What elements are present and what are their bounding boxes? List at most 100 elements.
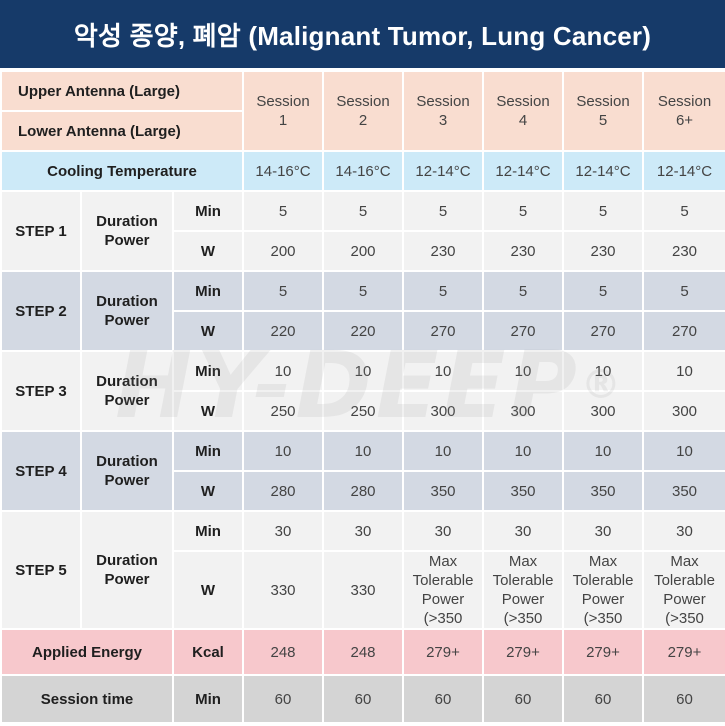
step-w-value: 270 — [642, 310, 725, 352]
session-header-5: Session 5 — [562, 70, 644, 152]
step-min-value: 10 — [562, 430, 644, 472]
lower-antenna-label: Lower Antenna (Large) — [0, 110, 244, 152]
energy-value: 279+ — [482, 628, 564, 676]
duration-power-label: Duration Power — [80, 190, 174, 272]
step-min-value: 10 — [322, 430, 404, 472]
session-header-1: Session 1 — [242, 70, 324, 152]
unit-min: Min — [172, 270, 244, 312]
step-w-value: 330 — [242, 550, 324, 630]
max-tolerable-power: Max Tolerable Power (>350 — [482, 550, 564, 630]
step-min-value: 10 — [402, 350, 484, 392]
duration-power-label: Duration Power — [80, 430, 174, 512]
unit-min: Min — [172, 190, 244, 232]
session-time-value: 60 — [482, 674, 564, 724]
step-w-value: 350 — [562, 470, 644, 512]
cooling-temperature-label: Cooling Temperature — [0, 150, 244, 192]
step-w-value: 280 — [322, 470, 404, 512]
session-time-value: 60 — [642, 674, 725, 724]
cooling-value: 12-14°C — [642, 150, 725, 192]
unit-min: Min — [172, 350, 244, 392]
step-w-value: 300 — [402, 390, 484, 432]
unit-w: W — [172, 550, 244, 630]
step-min-value: 5 — [562, 190, 644, 232]
step-w-value: 250 — [242, 390, 324, 432]
step-min-value: 5 — [322, 270, 404, 312]
energy-value: 279+ — [642, 628, 725, 676]
step-w-value: 270 — [402, 310, 484, 352]
step-w-value: 220 — [242, 310, 324, 352]
step-min-value: 5 — [482, 270, 564, 312]
duration-power-label: Duration Power — [80, 350, 174, 432]
step-w-value: 230 — [402, 230, 484, 272]
step-min-value: 30 — [242, 510, 324, 552]
unit-w: W — [172, 470, 244, 512]
energy-value: 248 — [242, 628, 324, 676]
step-label: STEP 4 — [0, 430, 82, 512]
step-min-value: 10 — [482, 350, 564, 392]
step-w-value: 350 — [642, 470, 725, 512]
max-tolerable-power: Max Tolerable Power (>350 — [562, 550, 644, 630]
cooling-value: 12-14°C — [562, 150, 644, 192]
step-w-value: 300 — [642, 390, 725, 432]
step-min-value: 5 — [402, 270, 484, 312]
session-header-4: Session 4 — [482, 70, 564, 152]
step-min-value: 5 — [642, 270, 725, 312]
step-min-value: 30 — [562, 510, 644, 552]
step-label: STEP 3 — [0, 350, 82, 432]
energy-value: 248 — [322, 628, 404, 676]
step-min-value: 10 — [242, 430, 324, 472]
cooling-value: 12-14°C — [482, 150, 564, 192]
duration-power-label: Duration Power — [80, 270, 174, 352]
step-w-value: 230 — [642, 230, 725, 272]
step-w-value: 350 — [402, 470, 484, 512]
step-min-value: 30 — [642, 510, 725, 552]
applied-energy-label: Applied Energy — [0, 628, 174, 676]
step-min-value: 5 — [562, 270, 644, 312]
step-label: STEP 2 — [0, 270, 82, 352]
step-min-value: 10 — [642, 430, 725, 472]
step-w-value: 350 — [482, 470, 564, 512]
step-min-value: 5 — [242, 270, 324, 312]
max-tolerable-power: Max Tolerable Power (>350 — [402, 550, 484, 630]
step-w-value: 200 — [242, 230, 324, 272]
protocol-table: Upper Antenna (Large) Session 1 Session 2 … — [0, 70, 725, 724]
upper-antenna-label: Upper Antenna (Large) — [0, 70, 244, 112]
step-min-value: 5 — [402, 190, 484, 232]
cooling-value: 14-16°C — [322, 150, 404, 192]
energy-value: 279+ — [562, 628, 644, 676]
step-min-value: 10 — [242, 350, 324, 392]
cooling-value: 12-14°C — [402, 150, 484, 192]
unit-kcal: Kcal — [172, 628, 244, 676]
step-min-value: 30 — [402, 510, 484, 552]
session-header-6: Session 6+ — [642, 70, 725, 152]
unit-min: Min — [172, 430, 244, 472]
step-min-value: 10 — [562, 350, 644, 392]
step-w-value: 200 — [322, 230, 404, 272]
step-w-value: 270 — [562, 310, 644, 352]
energy-value: 279+ — [402, 628, 484, 676]
step-min-value: 10 — [402, 430, 484, 472]
step-w-value: 300 — [482, 390, 564, 432]
step-min-value: 5 — [642, 190, 725, 232]
step-w-value: 230 — [482, 230, 564, 272]
step-min-value: 10 — [482, 430, 564, 472]
session-header-2: Session 2 — [322, 70, 404, 152]
session-time-label: Session time — [0, 674, 174, 724]
step-w-value: 230 — [562, 230, 644, 272]
step-min-value: 10 — [322, 350, 404, 392]
session-header-3: Session 3 — [402, 70, 484, 152]
session-time-value: 60 — [242, 674, 324, 724]
step-min-value: 30 — [482, 510, 564, 552]
step-w-value: 270 — [482, 310, 564, 352]
step-min-value: 30 — [322, 510, 404, 552]
step-min-value: 5 — [242, 190, 324, 232]
step-w-value: 330 — [322, 550, 404, 630]
max-tolerable-power: Max Tolerable Power (>350 — [642, 550, 725, 630]
unit-w: W — [172, 390, 244, 432]
step-w-value: 220 — [322, 310, 404, 352]
session-time-value: 60 — [322, 674, 404, 724]
cooling-value: 14-16°C — [242, 150, 324, 192]
unit-w: W — [172, 230, 244, 272]
duration-power-label: Duration Power — [80, 510, 174, 630]
step-min-value: 10 — [642, 350, 725, 392]
